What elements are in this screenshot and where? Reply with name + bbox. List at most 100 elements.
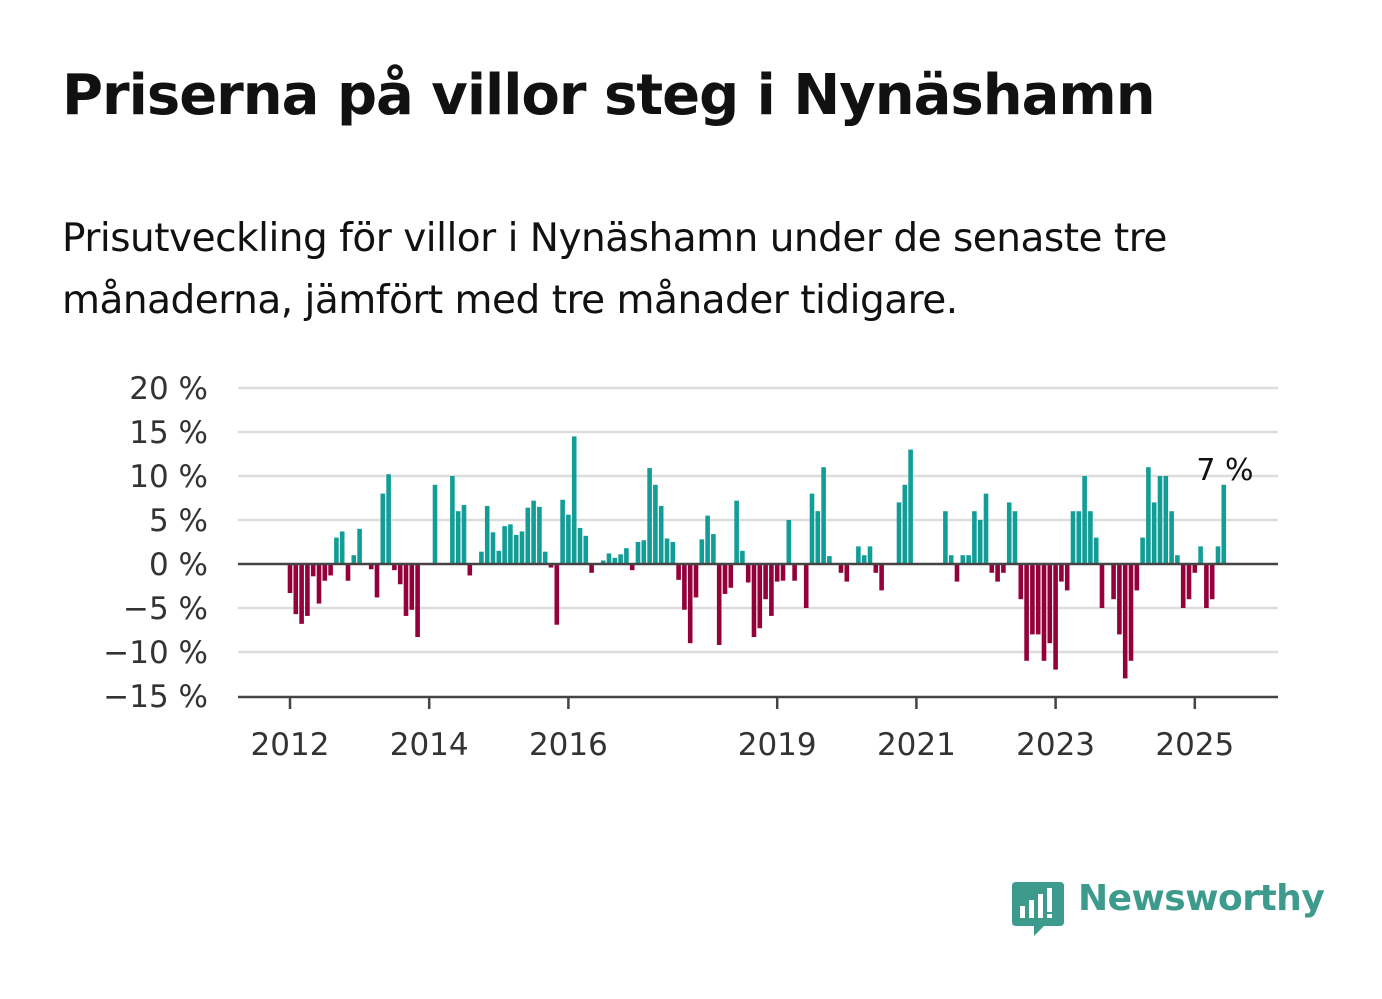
bar [1186,564,1192,600]
newsworthy-logo-icon [1012,882,1064,936]
bar [624,548,629,564]
bar [757,564,763,629]
bar [455,511,461,564]
bar [1134,564,1140,591]
y-axis-tick-labels: 20 % 15 % 10 % 5 % 0 % −5 % −10 % −15 % [103,371,208,715]
bar [618,554,623,564]
y-tick-label: 10 % [129,459,208,495]
bar [989,564,995,573]
bar [566,514,571,564]
bar [450,476,455,564]
x-tick-label: 2012 [251,727,330,763]
bar [1093,537,1099,564]
bar [1163,476,1169,564]
bar [1082,476,1087,564]
bar [1169,511,1174,564]
bar [310,564,316,577]
bar [734,500,739,564]
bar [467,564,473,576]
bar [403,564,409,616]
bar [635,542,641,564]
bar [983,493,989,564]
bar [943,511,948,564]
bar [1204,564,1209,608]
bar [1024,564,1029,661]
bar [334,537,339,564]
bar [328,564,333,576]
bar [299,564,304,624]
bar [1175,555,1180,564]
bar [687,564,693,644]
bar [1070,511,1076,564]
bar [397,564,403,585]
bar [803,564,809,608]
bar [1088,511,1093,564]
bar [792,564,797,581]
bar [577,527,583,564]
bar [525,507,531,564]
bar [1180,564,1186,608]
bar [351,555,357,564]
bar [711,534,716,564]
bar [751,564,757,638]
bar [960,555,966,564]
bar [589,564,594,573]
bar [1146,467,1151,564]
bar [513,534,519,564]
bar [676,564,681,580]
y-tick-label: 5 % [149,503,208,539]
bar [1122,564,1128,679]
bar [537,506,542,564]
bar [809,493,815,564]
bar [612,557,618,564]
bar [1030,564,1035,635]
bar [902,484,908,564]
x-tick-label: 2019 [738,727,817,763]
bar [786,520,792,564]
x-tick-label: 2016 [529,727,608,763]
bar [1059,564,1064,582]
bar [827,556,832,564]
bar [1001,564,1006,573]
bar [774,564,780,582]
bar [954,564,960,582]
bar [763,564,768,600]
last-value-annotation: 7 % [1196,453,1253,488]
bar [861,555,867,564]
bar [554,564,560,625]
bar [948,555,954,564]
bar [1006,502,1012,564]
bar [1064,564,1070,591]
y-tick-label: 0 % [149,547,208,583]
bar [374,564,380,598]
bar [1221,484,1227,564]
bar [699,539,705,564]
bar [1192,564,1198,573]
bar [1076,511,1082,564]
bar [1012,511,1018,564]
bar [1215,546,1221,564]
y-tick-label: −15 % [103,679,208,715]
chart-title: Priserna på villor steg i Nynäshamn [62,63,1156,128]
bar [629,564,635,571]
bar [287,564,293,594]
bar [542,551,548,564]
bar [972,511,977,564]
bar [1035,564,1041,635]
bar [728,564,734,588]
bar [658,505,664,564]
x-tick-label: 2014 [390,727,469,763]
bar [548,564,554,568]
bar [305,564,310,616]
bar [1140,537,1145,564]
y-tick-label: 20 % [129,371,208,407]
bar [856,546,861,564]
bar [531,500,536,564]
bar [647,468,652,564]
bar [780,564,786,581]
bar [966,555,971,564]
bar [1111,564,1116,600]
bar [496,550,502,564]
bar [670,542,676,564]
